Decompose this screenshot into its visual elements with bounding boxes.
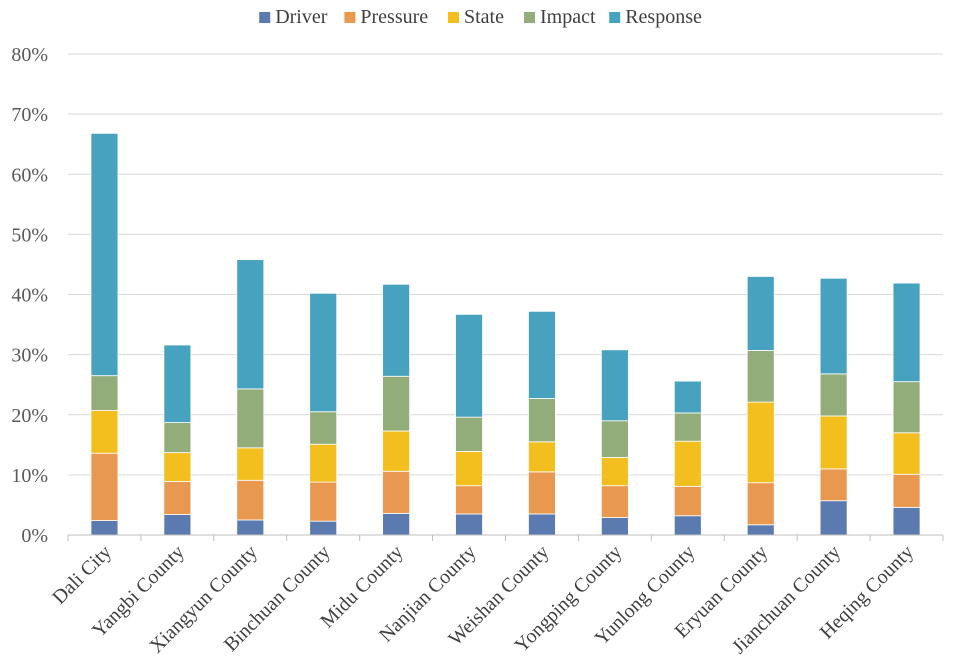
bar-segment-state	[746, 401, 775, 484]
y-tick-label: 50%	[11, 224, 48, 246]
bar-segment-response	[892, 282, 921, 383]
bar-segment-impact	[746, 350, 775, 403]
bar-segment-state	[892, 432, 921, 475]
bar-segment-response	[528, 310, 556, 399]
bar-segment-pressure	[309, 481, 338, 522]
bar-segment-impact	[90, 375, 119, 411]
bar-segment-response	[382, 283, 411, 377]
bar-segment-pressure	[746, 482, 775, 526]
bar-segment-state	[382, 430, 411, 472]
bar-segment-impact	[892, 381, 921, 434]
bar-segment-response	[673, 380, 702, 414]
y-tick-label: 40%	[11, 285, 48, 307]
bar-segment-state	[819, 415, 848, 470]
legend-swatch-driver	[259, 12, 271, 23]
legend-swatch-state	[448, 12, 459, 23]
bar-segment-pressure	[528, 471, 556, 515]
legend-swatch-response	[609, 12, 621, 23]
bars	[90, 132, 921, 536]
y-tick-label: 70%	[11, 104, 48, 126]
bar-segment-impact	[309, 411, 338, 445]
legend-swatch-pressure	[344, 12, 356, 23]
y-tick-label: 30%	[11, 345, 48, 367]
bar-segment-driver	[309, 520, 338, 536]
bar-segment-pressure	[892, 473, 921, 508]
legend-label-driver: Driver	[275, 6, 328, 28]
bar-segment-driver	[746, 524, 775, 536]
legend-label-pressure: Pressure	[360, 6, 428, 28]
bar-segment-pressure	[382, 470, 411, 514]
bar-segment-pressure	[236, 479, 265, 521]
bar-segment-impact	[455, 416, 483, 452]
bar-segment-driver	[673, 515, 702, 536]
bar-segment-pressure	[819, 468, 848, 502]
bar-segment-impact	[382, 375, 411, 432]
bar-segment-impact	[600, 420, 629, 458]
bar-segment-state	[163, 452, 192, 482]
y-tick-label: 10%	[11, 465, 48, 487]
legend-label-impact: Impact	[540, 6, 596, 28]
legend-label-state: State	[464, 6, 504, 28]
y-tick-label: 80%	[11, 44, 48, 66]
bar-segment-pressure	[455, 485, 483, 515]
bar-segment-state	[600, 457, 629, 487]
bar-segment-impact	[819, 373, 848, 417]
y-tick-label: 0%	[21, 525, 48, 547]
bar-segment-response	[236, 259, 265, 390]
bar-segment-driver	[236, 519, 265, 536]
legend: Driver Pressure State Impact Response	[259, 6, 702, 28]
bar-segment-driver	[382, 512, 411, 536]
legend-label-response: Response	[625, 6, 702, 28]
bar-segment-driver	[90, 520, 119, 536]
bar-segment-pressure	[600, 485, 629, 518]
bar-segment-impact	[163, 422, 192, 454]
x-tick-label: Dali City	[48, 541, 116, 609]
bar-segment-response	[819, 277, 848, 375]
bar-segment-state	[90, 410, 119, 454]
bar-segment-state	[236, 447, 265, 481]
bar-segment-driver	[163, 514, 192, 536]
bar-segment-driver	[528, 513, 556, 536]
bar-segment-state	[309, 443, 338, 483]
bar-segment-impact	[528, 398, 556, 443]
y-tick-label: 20%	[11, 405, 48, 427]
bar-segment-response	[163, 344, 192, 423]
bar-segment-response	[309, 292, 338, 413]
bar-segment-pressure	[673, 485, 702, 517]
gridlines	[68, 53, 943, 476]
bar-segment-pressure	[90, 452, 119, 521]
bar-segment-response	[746, 276, 775, 351]
bar-segment-response	[600, 349, 629, 422]
bar-segment-state	[455, 451, 483, 487]
bar-segment-driver	[892, 506, 921, 536]
bar-segment-driver	[819, 500, 848, 536]
legend-swatch-impact	[524, 12, 535, 23]
y-tick-label: 60%	[11, 164, 48, 186]
bar-segment-driver	[455, 513, 483, 536]
bar-segment-response	[90, 132, 119, 377]
bar-segment-state	[528, 441, 556, 473]
bar-segment-driver	[600, 517, 629, 536]
bar-segment-pressure	[163, 481, 192, 515]
bar-segment-impact	[236, 388, 265, 449]
bar-segment-state	[673, 440, 702, 487]
bar-segment-impact	[673, 412, 702, 442]
bar-segment-response	[455, 313, 483, 418]
